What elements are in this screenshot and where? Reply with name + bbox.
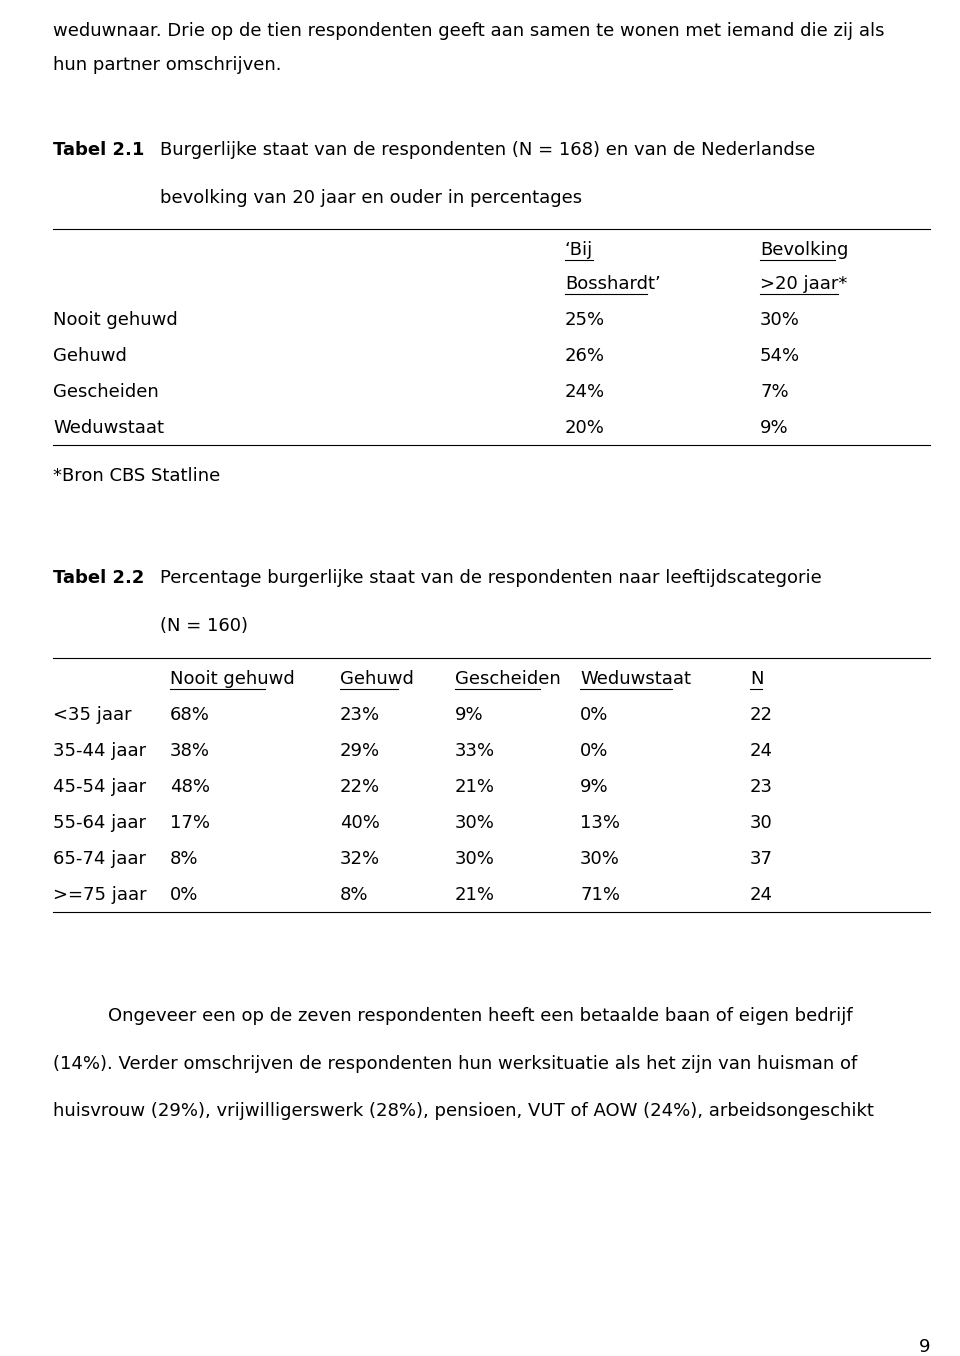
Text: 9: 9: [919, 1338, 930, 1356]
Text: >=75 jaar: >=75 jaar: [53, 885, 147, 904]
Text: 30%: 30%: [760, 312, 800, 330]
Text: 8%: 8%: [340, 885, 369, 904]
Text: 30%: 30%: [455, 850, 494, 868]
Text: 54%: 54%: [760, 347, 800, 365]
Text: 0%: 0%: [580, 706, 609, 724]
Text: Percentage burgerlijke staat van de respondenten naar leeftijdscategorie: Percentage burgerlijke staat van de resp…: [160, 570, 822, 587]
Text: Tabel 2.2: Tabel 2.2: [53, 570, 144, 587]
Text: 38%: 38%: [170, 742, 210, 759]
Text: Bosshardt’: Bosshardt’: [565, 275, 660, 293]
Text: 33%: 33%: [455, 742, 495, 759]
Text: Weduwstaat: Weduwstaat: [53, 419, 164, 438]
Text: 30%: 30%: [455, 814, 494, 831]
Text: weduwnaar. Drie op de tien respondenten geeft aan samen te wonen met iemand die : weduwnaar. Drie op de tien respondenten …: [53, 22, 884, 39]
Text: 71%: 71%: [580, 885, 620, 904]
Text: >20 jaar*: >20 jaar*: [760, 275, 848, 293]
Text: Tabel 2.1: Tabel 2.1: [53, 141, 144, 159]
Text: 7%: 7%: [760, 384, 788, 401]
Text: 32%: 32%: [340, 850, 380, 868]
Text: 9%: 9%: [580, 778, 609, 796]
Text: 30%: 30%: [580, 850, 620, 868]
Text: 48%: 48%: [170, 778, 210, 796]
Text: 55-64 jaar: 55-64 jaar: [53, 814, 146, 831]
Text: 37: 37: [750, 850, 773, 868]
Text: Burgerlijke staat van de respondenten (N = 168) en van de Nederlandse: Burgerlijke staat van de respondenten (N…: [160, 141, 815, 159]
Text: *Bron CBS Statline: *Bron CBS Statline: [53, 468, 220, 485]
Text: 21%: 21%: [455, 778, 495, 796]
Text: bevolking van 20 jaar en ouder in percentages: bevolking van 20 jaar en ouder in percen…: [160, 188, 582, 206]
Text: 35-44 jaar: 35-44 jaar: [53, 742, 146, 759]
Text: Gescheiden: Gescheiden: [53, 384, 158, 401]
Text: 0%: 0%: [170, 885, 199, 904]
Text: Bevolking: Bevolking: [760, 241, 849, 259]
Text: 68%: 68%: [170, 706, 210, 724]
Text: (N = 160): (N = 160): [160, 617, 248, 635]
Text: Gehuwd: Gehuwd: [53, 347, 127, 365]
Text: hun partner omschrijven.: hun partner omschrijven.: [53, 56, 281, 75]
Text: (14%). Verder omschrijven de respondenten hun werksituatie als het zijn van huis: (14%). Verder omschrijven de respondente…: [53, 1055, 857, 1073]
Text: 22%: 22%: [340, 778, 380, 796]
Text: 9%: 9%: [760, 419, 788, 438]
Text: 13%: 13%: [580, 814, 620, 831]
Text: 45-54 jaar: 45-54 jaar: [53, 778, 146, 796]
Text: 21%: 21%: [455, 885, 495, 904]
Text: Weduwstaat: Weduwstaat: [580, 670, 691, 687]
Text: 24%: 24%: [565, 384, 605, 401]
Text: <35 jaar: <35 jaar: [53, 706, 132, 724]
Text: 22: 22: [750, 706, 773, 724]
Text: 29%: 29%: [340, 742, 380, 759]
Text: 40%: 40%: [340, 814, 380, 831]
Text: 23%: 23%: [340, 706, 380, 724]
Text: 24: 24: [750, 885, 773, 904]
Text: huisvrouw (29%), vrijwilligerswerk (28%), pensioen, VUT of AOW (24%), arbeidsong: huisvrouw (29%), vrijwilligerswerk (28%)…: [53, 1102, 874, 1120]
Text: 17%: 17%: [170, 814, 210, 831]
Text: Nooit gehuwd: Nooit gehuwd: [170, 670, 295, 687]
Text: Ongeveer een op de zeven respondenten heeft een betaalde baan of eigen bedrijf: Ongeveer een op de zeven respondenten he…: [108, 1008, 852, 1025]
Text: 24: 24: [750, 742, 773, 759]
Text: 65-74 jaar: 65-74 jaar: [53, 850, 146, 868]
Text: N: N: [750, 670, 763, 687]
Text: 0%: 0%: [580, 742, 609, 759]
Text: Nooit gehuwd: Nooit gehuwd: [53, 312, 178, 330]
Text: 23: 23: [750, 778, 773, 796]
Text: 30: 30: [750, 814, 773, 831]
Text: 25%: 25%: [565, 312, 605, 330]
Text: Gescheiden: Gescheiden: [455, 670, 561, 687]
Text: 9%: 9%: [455, 706, 484, 724]
Text: ‘Bij: ‘Bij: [565, 241, 593, 259]
Text: 20%: 20%: [565, 419, 605, 438]
Text: Gehuwd: Gehuwd: [340, 670, 414, 687]
Text: 8%: 8%: [170, 850, 199, 868]
Text: 26%: 26%: [565, 347, 605, 365]
